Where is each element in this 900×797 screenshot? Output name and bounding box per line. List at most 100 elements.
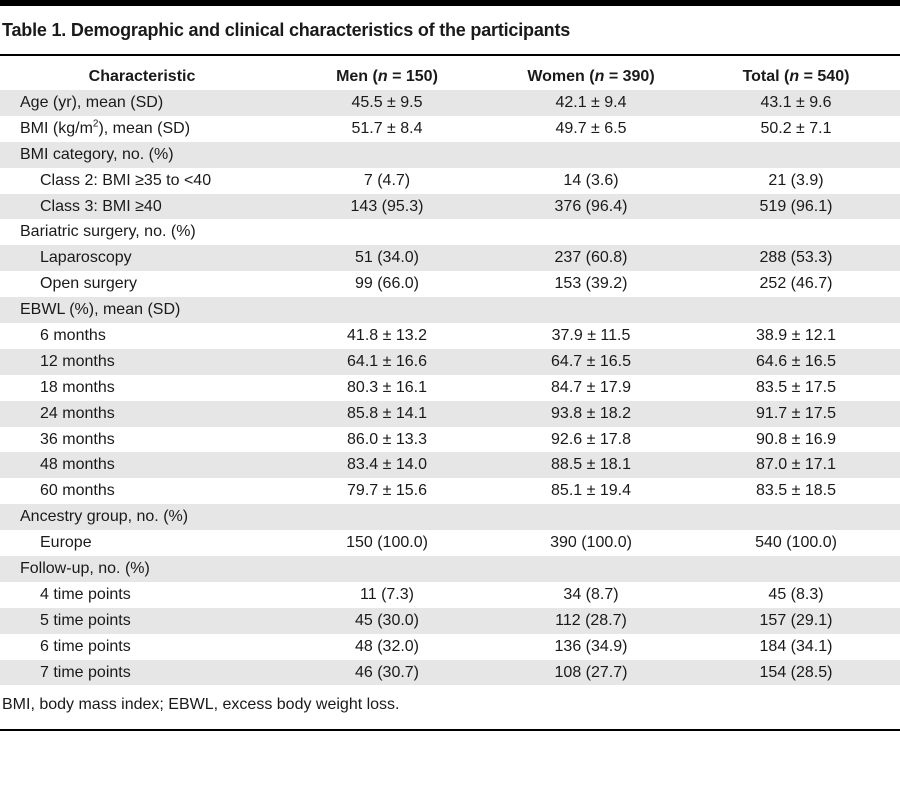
row-label: Laparoscopy <box>0 245 284 272</box>
table-row: Ancestry group, no. (%) <box>0 504 900 531</box>
cell-men: 85.8 ± 14.1 <box>284 400 490 427</box>
cell-total: 288 (53.3) <box>692 245 900 272</box>
row-label: 18 months <box>40 378 115 396</box>
table-row: 12 months 64.1 ± 16.6 64.7 ± 16.5 64.6 ±… <box>0 348 900 375</box>
row-label: 6 time points <box>40 637 131 655</box>
row-label: 6 months <box>40 326 106 344</box>
row-label: EBWL (%), mean (SD) <box>0 297 284 324</box>
cell-total: 21 (3.9) <box>768 171 824 189</box>
cell-total <box>692 219 900 245</box>
cell-total: 157 (29.1) <box>692 607 900 634</box>
table-footnote: BMI, body mass index; EBWL, excess body … <box>2 696 400 713</box>
table-row: Europe 150 (100.0) 390 (100.0) 540 (100.… <box>0 530 900 556</box>
cell-men <box>284 297 490 324</box>
column-header-men: Men (n = 150) <box>336 68 438 85</box>
row-label: 4 time points <box>40 585 131 603</box>
cell-men <box>284 219 490 245</box>
cell-women <box>490 219 692 245</box>
cell-men: 79.7 ± 15.6 <box>347 482 427 500</box>
cell-total <box>692 504 900 531</box>
cell-women: 390 (100.0) <box>550 534 632 552</box>
cell-men: 80.3 ± 16.1 <box>347 378 427 396</box>
cell-men: 143 (95.3) <box>284 193 490 220</box>
cell-total: 38.9 ± 12.1 <box>756 326 836 344</box>
cell-total: 45 (8.3) <box>768 585 824 603</box>
row-label: 24 months <box>0 400 284 427</box>
cell-men <box>284 504 490 531</box>
table-row: 18 months 80.3 ± 16.1 84.7 ± 17.9 83.5 ±… <box>0 375 900 401</box>
cell-women: 153 (39.2) <box>554 275 628 293</box>
table-row: Age (yr), mean (SD) 45.5 ± 9.5 42.1 ± 9.… <box>0 90 900 116</box>
cell-men: 46 (30.7) <box>284 659 490 686</box>
cell-men: 64.1 ± 16.6 <box>284 348 490 375</box>
cell-women: 49.7 ± 6.5 <box>555 119 627 137</box>
table-row: Follow-up, no. (%) <box>0 556 900 582</box>
table-row: 48 months 83.4 ± 14.0 88.5 ± 18.1 87.0 ±… <box>0 452 900 479</box>
cell-total: 540 (100.0) <box>755 534 837 552</box>
characteristics-table: Characteristic Men (n = 150) Women (n = … <box>0 64 900 686</box>
table-row: BMI category, no. (%) <box>0 141 900 168</box>
row-label: 48 months <box>0 452 284 479</box>
row-label: Europe <box>40 534 92 552</box>
cell-women: 34 (8.7) <box>563 585 619 603</box>
cell-women: 85.1 ± 19.4 <box>551 482 631 500</box>
row-label: 60 months <box>40 482 115 500</box>
cell-men: 150 (100.0) <box>346 534 428 552</box>
cell-women: 64.7 ± 16.5 <box>490 348 692 375</box>
table-row: Bariatric surgery, no. (%) <box>0 219 900 245</box>
cell-men <box>284 556 490 582</box>
cell-men: 45.5 ± 9.5 <box>284 90 490 116</box>
column-header-total: Total (n = 540) <box>742 68 850 85</box>
cell-women: 237 (60.8) <box>490 245 692 272</box>
table-row: Class 2: BMI ≥35 to <40 7 (4.7) 14 (3.6)… <box>0 168 900 194</box>
row-label: Age (yr), mean (SD) <box>0 90 284 116</box>
cell-women: 14 (3.6) <box>563 171 619 189</box>
column-header-characteristic: Characteristic <box>88 68 196 85</box>
row-label: 5 time points <box>0 607 284 634</box>
row-label: Open surgery <box>40 275 137 293</box>
row-label: BMI category, no. (%) <box>0 141 284 168</box>
table-row: 6 months 41.8 ± 13.2 37.9 ± 11.5 38.9 ± … <box>0 323 900 349</box>
cell-women <box>490 556 692 582</box>
cell-total: 90.8 ± 16.9 <box>756 430 836 448</box>
cell-women: 108 (27.7) <box>490 659 692 686</box>
row-label: Bariatric surgery, no. (%) <box>20 223 196 241</box>
cell-men: 48 (32.0) <box>354 637 420 655</box>
cell-total: 64.6 ± 16.5 <box>692 348 900 375</box>
cell-men <box>284 141 490 168</box>
cell-men: 45 (30.0) <box>284 607 490 634</box>
table-row: EBWL (%), mean (SD) <box>0 297 900 324</box>
cell-women: 136 (34.9) <box>554 637 628 655</box>
table-row: 6 time points 48 (32.0) 136 (34.9) 184 (… <box>0 634 900 660</box>
cell-women: 93.8 ± 18.2 <box>490 400 692 427</box>
table-row: 5 time points 45 (30.0) 112 (28.7) 157 (… <box>0 607 900 634</box>
cell-men: 99 (66.0) <box>354 275 420 293</box>
row-label: 12 months <box>0 348 284 375</box>
cell-women: 88.5 ± 18.1 <box>490 452 692 479</box>
cell-total: 154 (28.5) <box>692 659 900 686</box>
cell-total: 91.7 ± 17.5 <box>692 400 900 427</box>
cell-women <box>490 297 692 324</box>
table-header-row: Characteristic Men (n = 150) Women (n = … <box>0 64 900 90</box>
table-row: BMI (kg/m2), mean (SD) 51.7 ± 8.4 49.7 ±… <box>0 116 900 142</box>
cell-women: 37.9 ± 11.5 <box>551 326 631 344</box>
cell-men: 83.4 ± 14.0 <box>284 452 490 479</box>
top-rule <box>0 0 900 6</box>
cell-women: 112 (28.7) <box>490 607 692 634</box>
cell-total <box>692 556 900 582</box>
table-row: 60 months 79.7 ± 15.6 85.1 ± 19.4 83.5 ±… <box>0 478 900 504</box>
cell-men: 7 (4.7) <box>363 171 411 189</box>
cell-men: 41.8 ± 13.2 <box>347 326 427 344</box>
cell-men: 86.0 ± 13.3 <box>347 430 427 448</box>
table-row: 4 time points 11 (7.3) 34 (8.7) 45 (8.3) <box>0 582 900 608</box>
cell-men: 51.7 ± 8.4 <box>351 119 423 137</box>
cell-men: 11 (7.3) <box>360 585 414 603</box>
table-row: 36 months 86.0 ± 13.3 92.6 ± 17.8 90.8 ±… <box>0 427 900 453</box>
cell-total: 43.1 ± 9.6 <box>692 90 900 116</box>
cell-women <box>490 141 692 168</box>
cell-total: 50.2 ± 7.1 <box>760 119 832 137</box>
cell-women: 84.7 ± 17.9 <box>551 378 631 396</box>
table-row: Laparoscopy 51 (34.0) 237 (60.8) 288 (53… <box>0 245 900 272</box>
row-label: Ancestry group, no. (%) <box>0 504 284 531</box>
cell-women: 92.6 ± 17.8 <box>551 430 631 448</box>
